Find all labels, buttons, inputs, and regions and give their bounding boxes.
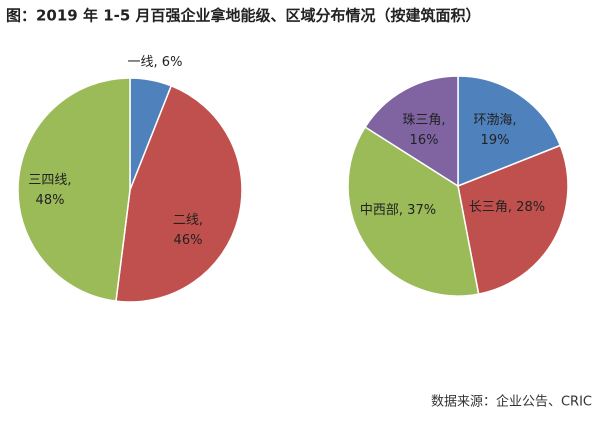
pie-slice xyxy=(364,75,459,188)
data-label: 环渤海, 19% xyxy=(473,112,516,148)
pie-slice xyxy=(457,144,569,295)
data-label-line: 19% xyxy=(481,133,510,148)
data-label-line: 二线, xyxy=(173,213,203,228)
data-label: 三四线, 48% xyxy=(28,173,71,208)
data-label-line: 46% xyxy=(174,233,203,248)
data-label: 二线, 46% xyxy=(173,213,203,248)
data-label-line: 48% xyxy=(36,193,65,208)
data-label-line: 三四线, xyxy=(28,173,71,188)
data-label-line: 中西部, 37% xyxy=(360,203,436,218)
data-label-line: 环渤海, xyxy=(473,112,516,128)
data-label: 中西部, 37% xyxy=(360,203,436,218)
data-label-line: 16% xyxy=(410,133,439,148)
data-label: 长三角, 28% xyxy=(469,200,545,215)
source: 数据来源：企业公告、CRIC xyxy=(431,394,592,410)
pie-slice xyxy=(115,84,243,303)
data-label: 珠三角, 16% xyxy=(402,113,445,148)
data-label-line: 长三角, 28% xyxy=(469,200,545,215)
chart-title: 图：2019 年 1-5 月百强企业拿地能级、区域分布情况（按建筑面积） xyxy=(6,7,481,25)
pie-slice xyxy=(457,75,562,188)
pie-slice xyxy=(17,77,131,302)
data-label-line: 珠三角, xyxy=(402,113,445,128)
pie-slice xyxy=(347,126,480,297)
data-label-line: 一线, 6% xyxy=(128,55,183,70)
data-label: 一线, 6% xyxy=(128,55,183,70)
